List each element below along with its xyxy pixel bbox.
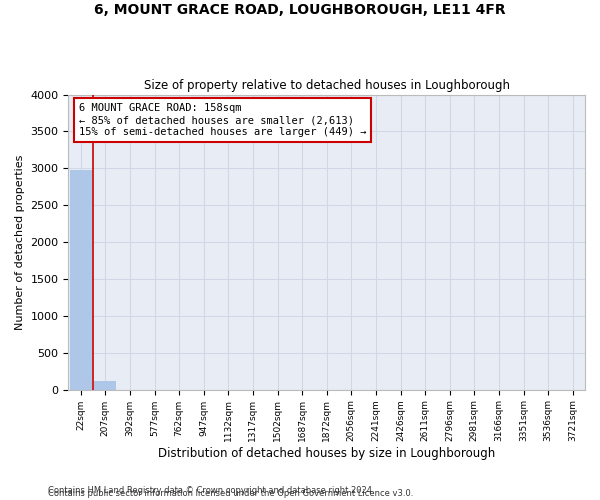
- Y-axis label: Number of detached properties: Number of detached properties: [15, 154, 25, 330]
- X-axis label: Distribution of detached houses by size in Loughborough: Distribution of detached houses by size …: [158, 447, 496, 460]
- Text: Contains public sector information licensed under the Open Government Licence v3: Contains public sector information licen…: [48, 490, 413, 498]
- Text: 6, MOUNT GRACE ROAD, LOUGHBOROUGH, LE11 4FR: 6, MOUNT GRACE ROAD, LOUGHBOROUGH, LE11 …: [94, 2, 506, 16]
- Text: 6 MOUNT GRACE ROAD: 158sqm
← 85% of detached houses are smaller (2,613)
15% of s: 6 MOUNT GRACE ROAD: 158sqm ← 85% of deta…: [79, 104, 366, 136]
- Text: Contains HM Land Registry data © Crown copyright and database right 2024.: Contains HM Land Registry data © Crown c…: [48, 486, 374, 495]
- Bar: [70, 170, 92, 390]
- Title: Size of property relative to detached houses in Loughborough: Size of property relative to detached ho…: [144, 79, 510, 92]
- Bar: [94, 382, 116, 390]
